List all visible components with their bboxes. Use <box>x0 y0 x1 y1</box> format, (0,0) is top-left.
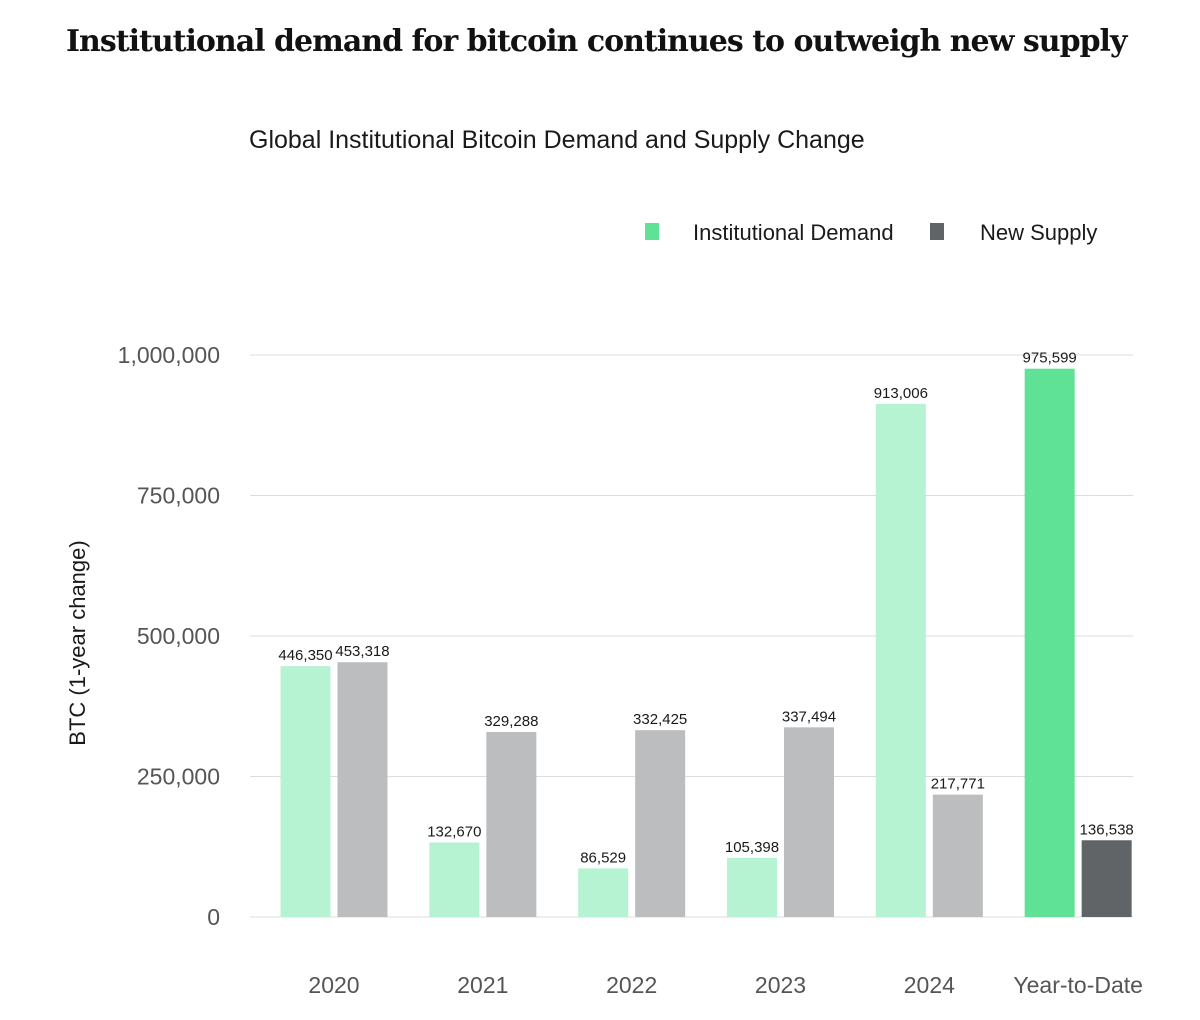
data-label-institutional-demand-2024: 913,006 <box>874 385 928 402</box>
x-tick-label-2022: 2022 <box>606 972 657 998</box>
y-tick-label: 500,000 <box>137 623 220 649</box>
data-label-institutional-demand-2020: 446,350 <box>278 647 332 664</box>
x-tick-label-2023: 2023 <box>755 972 806 998</box>
x-tick-label-2020: 2020 <box>308 972 359 998</box>
bar-new-supply-2020 <box>337 662 388 917</box>
data-label-institutional-demand-2021: 132,670 <box>427 823 481 840</box>
x-tick-label-2021: 2021 <box>457 972 508 998</box>
bar-new-supply-2024 <box>932 794 983 917</box>
y-tick-label: 0 <box>207 904 220 930</box>
x-axis-ticks: 2020 2021 2022 2023 2024 Year-to-Date <box>308 972 1143 998</box>
bar-institutional-demand-2023 <box>727 857 777 917</box>
bar-institutional-demand-2024 <box>875 403 926 917</box>
data-label-new-supply-2020: 453,318 <box>335 643 389 660</box>
data-label-new-supply-2023: 337,494 <box>782 708 836 725</box>
y-tick-label: 1,000,000 <box>118 342 220 368</box>
legend-swatch-institutional-demand <box>645 223 659 240</box>
chart-title: Global Institutional Bitcoin Demand and … <box>249 126 865 154</box>
bar-new-supply-year-to-date <box>1081 840 1132 917</box>
bar-new-supply-2021 <box>486 731 537 917</box>
bar-institutional-demand-year-to-date <box>1024 368 1075 917</box>
legend: Institutional Demand New Supply <box>645 220 1097 245</box>
legend-label-institutional-demand: Institutional Demand <box>693 220 894 245</box>
data-label-institutional-demand-year-to-date: 975,599 <box>1023 350 1077 367</box>
x-tick-label-year-to-date: Year-to-Date <box>1013 972 1143 998</box>
data-label-new-supply-2022: 332,425 <box>633 711 687 728</box>
bars <box>280 368 1132 917</box>
data-labels: 446,350 453,318 132,670 329,288 86,529 332,42… <box>278 350 1133 867</box>
x-tick-label-2024: 2024 <box>904 972 955 998</box>
bar-new-supply-2023 <box>784 727 834 917</box>
bar-institutional-demand-2020 <box>280 666 331 917</box>
y-axis-label: BTC (1-year change) <box>65 540 90 745</box>
data-label-institutional-demand-2022: 86,529 <box>580 849 626 866</box>
y-axis-ticks: 0 250,000 500,000 750,000 1,000,000 <box>118 342 220 930</box>
bar-institutional-demand-2021 <box>429 842 480 917</box>
y-tick-label: 250,000 <box>137 764 220 790</box>
data-label-new-supply-2024: 217,771 <box>931 776 985 793</box>
gridlines <box>250 354 1133 918</box>
headline: Institutional demand for bitcoin continu… <box>66 24 1127 59</box>
data-label-institutional-demand-2023: 105,398 <box>725 839 779 856</box>
bar-institutional-demand-2022 <box>578 868 629 917</box>
bar-new-supply-2022 <box>635 730 686 917</box>
legend-swatch-new-supply <box>930 223 944 240</box>
legend-label-new-supply: New Supply <box>980 220 1097 245</box>
data-label-new-supply-year-to-date: 136,538 <box>1080 821 1134 838</box>
data-label-new-supply-2021: 329,288 <box>484 713 538 730</box>
y-tick-label: 750,000 <box>137 483 220 509</box>
